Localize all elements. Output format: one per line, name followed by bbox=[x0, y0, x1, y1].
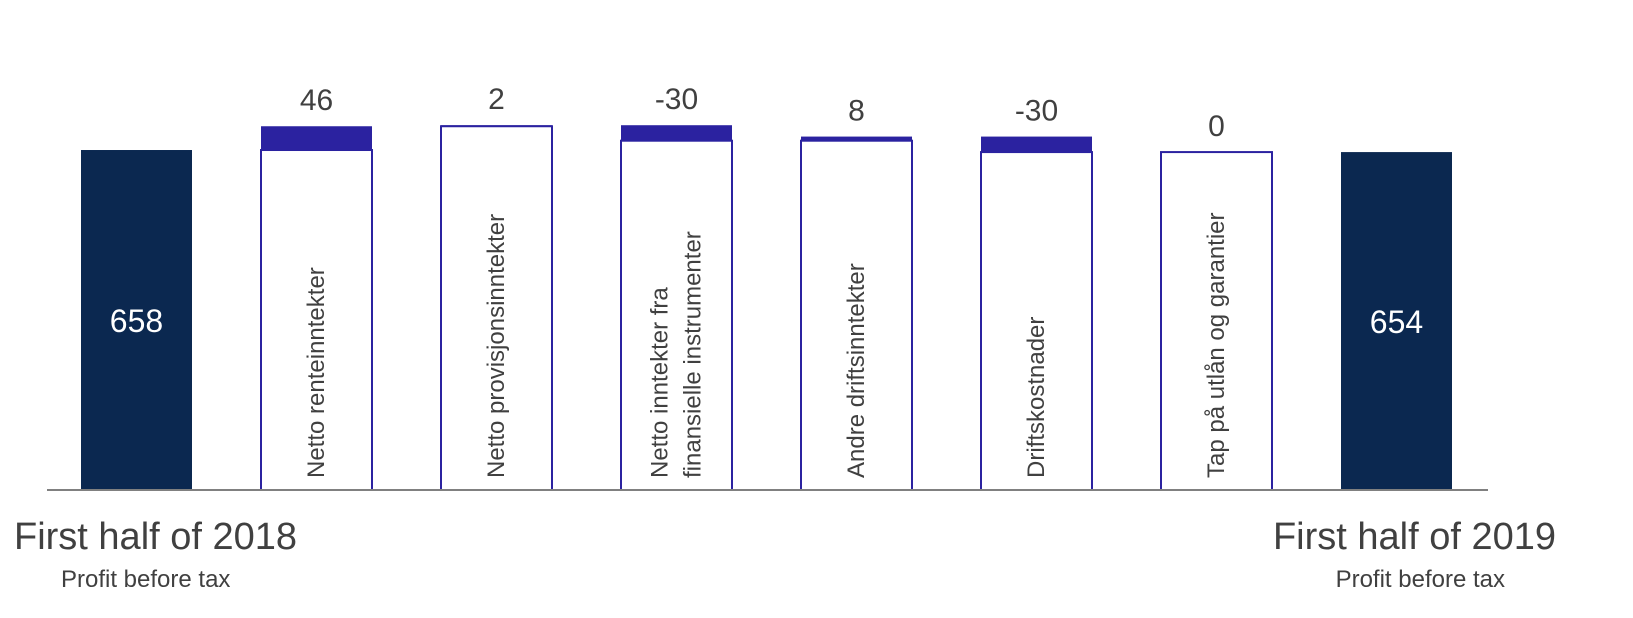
total-value-label: 658 bbox=[110, 303, 163, 339]
start-period-label: First half of 2018 bbox=[14, 516, 298, 558]
category-label: Tap på utlån og garantier bbox=[1203, 212, 1230, 478]
category-label: Netto inntekter fra bbox=[647, 287, 674, 478]
delta-bar-base bbox=[620, 139, 733, 492]
delta-bar-change bbox=[801, 136, 912, 141]
end-period-sublabel: Profit before tax bbox=[1335, 566, 1505, 593]
delta-bar-change bbox=[621, 125, 732, 141]
category-label: Netto provisjonsinntekter bbox=[483, 214, 510, 478]
category-label: finansielle instrumenter bbox=[680, 231, 707, 478]
delta-value-label: 2 bbox=[488, 83, 505, 116]
delta-bar-base bbox=[980, 151, 1093, 492]
category-label: Andre driftsinntekter bbox=[843, 263, 870, 478]
delta-value-label: -30 bbox=[1015, 95, 1058, 128]
end-period-label: First half of 2019 bbox=[1272, 516, 1556, 558]
total-bar bbox=[81, 150, 192, 490]
category-label: Driftskostnader bbox=[1023, 317, 1050, 478]
delta-value-label: 8 bbox=[848, 95, 865, 128]
delta-bar-change bbox=[981, 136, 1092, 153]
category-label: Netto renteinntekter bbox=[303, 267, 330, 478]
delta-value-label: 0 bbox=[1208, 110, 1225, 143]
delta-value-label: -30 bbox=[655, 83, 698, 116]
total-bar bbox=[1341, 152, 1452, 491]
delta-bar-change bbox=[441, 125, 552, 127]
delta-bar-base bbox=[800, 139, 913, 492]
start-period-sublabel: Profit before tax bbox=[61, 566, 231, 593]
delta-value-label: 46 bbox=[300, 84, 333, 117]
delta-bar-change bbox=[261, 126, 372, 151]
delta-bar-base bbox=[1160, 151, 1273, 492]
total-value-label: 654 bbox=[1370, 304, 1423, 340]
